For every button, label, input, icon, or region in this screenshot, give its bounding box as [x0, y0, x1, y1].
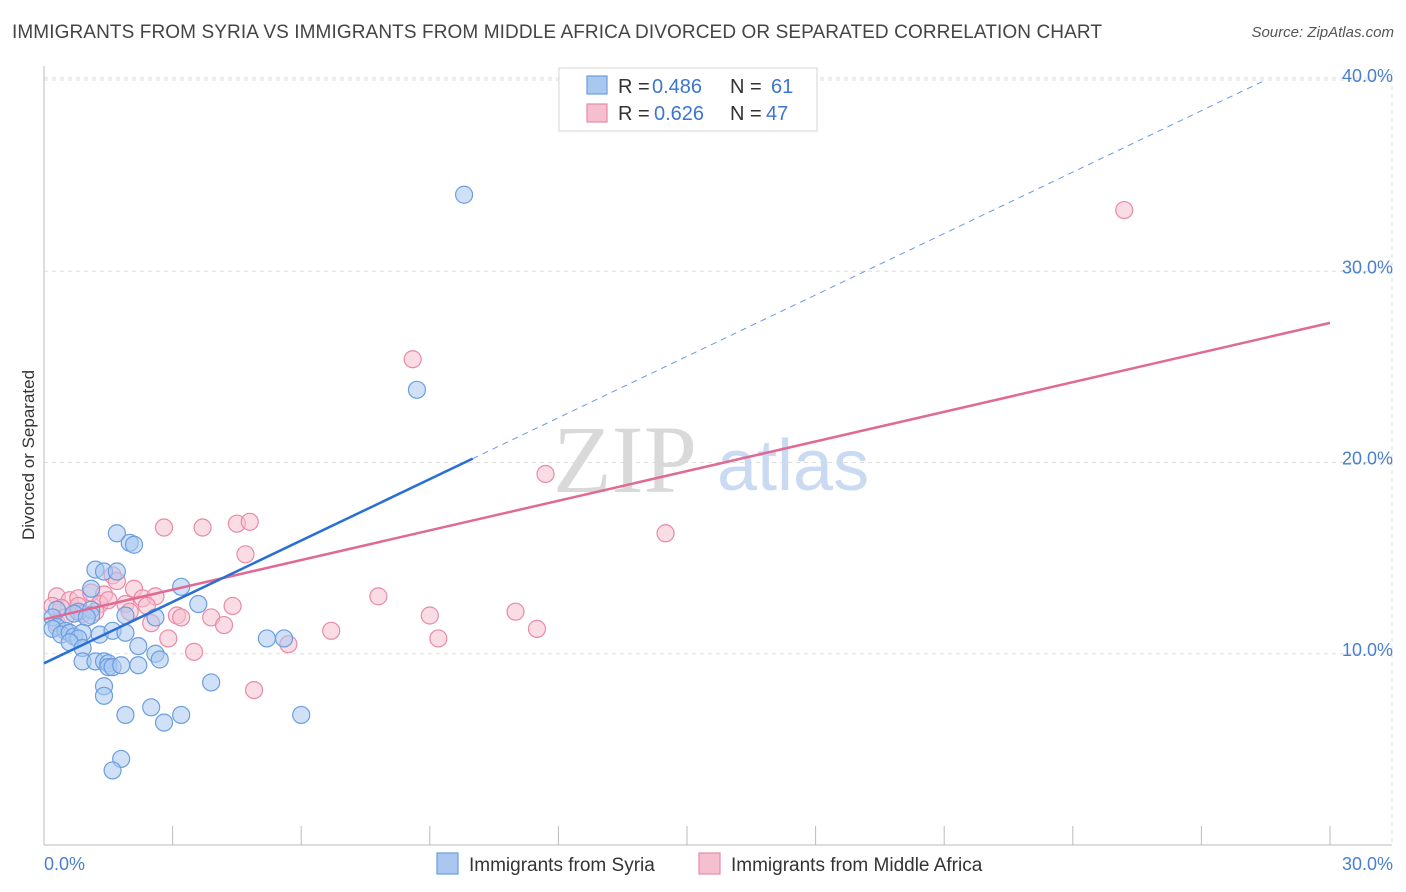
africa-point — [420, 606, 439, 625]
africa-point — [240, 512, 259, 531]
syria-point — [454, 185, 474, 204]
syria-point — [116, 705, 135, 725]
syria-point — [103, 761, 122, 780]
africa-point — [403, 350, 422, 369]
africa-point — [172, 608, 191, 627]
syria-point — [154, 713, 174, 732]
syria-point — [107, 562, 126, 581]
y-tick-label: 40.0% — [1342, 66, 1393, 86]
y-tick-label: 10.0% — [1342, 640, 1393, 660]
syria-trend-line — [43, 457, 474, 665]
africa-point — [184, 642, 204, 661]
y-axis-label: Divorced or Separated — [19, 370, 38, 540]
trend-lines — [43, 79, 1331, 665]
africa-point — [322, 621, 341, 640]
series-legend-swatch-syria — [436, 852, 459, 875]
series-legend: Immigrants from Syria Immigrants from Mi… — [436, 852, 983, 876]
chart-title: IMMIGRANTS FROM SYRIA VS IMMIGRANTS FROM… — [12, 22, 1103, 43]
africa-point — [1115, 200, 1134, 220]
africa-point — [193, 518, 212, 537]
africa-point — [223, 596, 242, 616]
africa-trend-line — [43, 321, 1331, 621]
africa-point — [159, 629, 178, 648]
grid-lines — [44, 70, 1393, 845]
syria-point — [189, 594, 208, 614]
y-tick-label: 30.0% — [1342, 257, 1393, 277]
syria-point — [274, 629, 294, 648]
x-tick-label: 30.0% — [1342, 854, 1393, 874]
legend-n-value-africa: 47 — [766, 103, 788, 125]
africa-point — [429, 629, 448, 648]
africa-point — [214, 615, 234, 635]
legend-n-value-syria: 61 — [771, 76, 793, 98]
syria-point — [107, 524, 126, 543]
legend-n-label-syria: N = — [730, 76, 762, 98]
legend-swatch-syria — [586, 75, 608, 95]
syria-point — [150, 650, 169, 669]
watermark-atlas: atlas — [717, 426, 869, 506]
watermark-zip: ZIP — [553, 406, 697, 513]
x-tick-label: 0.0% — [44, 854, 85, 874]
legend-n-label-africa: N = — [730, 103, 762, 125]
series-legend-label-syria: Immigrants from Syria — [469, 855, 655, 876]
africa-point — [536, 464, 555, 484]
series-legend-label-africa: Immigrants from Middle Africa — [731, 855, 983, 876]
syria-point — [142, 698, 161, 717]
legend-r-label-syria: R = — [618, 76, 650, 98]
syria-point — [124, 535, 144, 554]
africa-point — [656, 524, 675, 543]
y-tick-label: 20.0% — [1342, 449, 1393, 469]
syria-point — [292, 705, 311, 725]
syria-points — [43, 185, 474, 780]
syria-point — [407, 380, 427, 399]
syria-point — [129, 656, 148, 675]
syria-trend-extension — [472, 79, 1266, 460]
watermark: ZIP atlas — [553, 406, 869, 513]
syria-point — [172, 705, 191, 725]
syria-point — [129, 636, 148, 656]
legend-r-label-africa: R = — [618, 103, 650, 125]
syria-point — [112, 656, 131, 675]
source-credit: Source: ZipAtlas.com — [1251, 24, 1394, 41]
legend-r-value-syria: 0.486 — [652, 76, 702, 98]
africa-point — [236, 545, 255, 564]
africa-point — [506, 602, 525, 621]
legend-r-value-africa: 0.626 — [654, 103, 704, 125]
africa-point — [369, 587, 388, 606]
syria-point — [82, 579, 101, 598]
syria-point — [257, 629, 277, 648]
africa-point — [154, 518, 174, 537]
syria-point — [94, 686, 114, 705]
correlation-legend: R = 0.486 N = 61 R = 0.626 N = 47 — [558, 67, 818, 132]
legend-swatch-africa — [586, 103, 608, 123]
africa-point — [527, 619, 547, 638]
axis-ticks: 10.0% 20.0% 30.0% 40.0% 0.0% 30.0% — [44, 66, 1393, 874]
africa-point — [244, 680, 264, 700]
syria-point — [202, 673, 221, 692]
series-legend-swatch-africa — [698, 852, 721, 875]
axes — [43, 66, 1392, 846]
